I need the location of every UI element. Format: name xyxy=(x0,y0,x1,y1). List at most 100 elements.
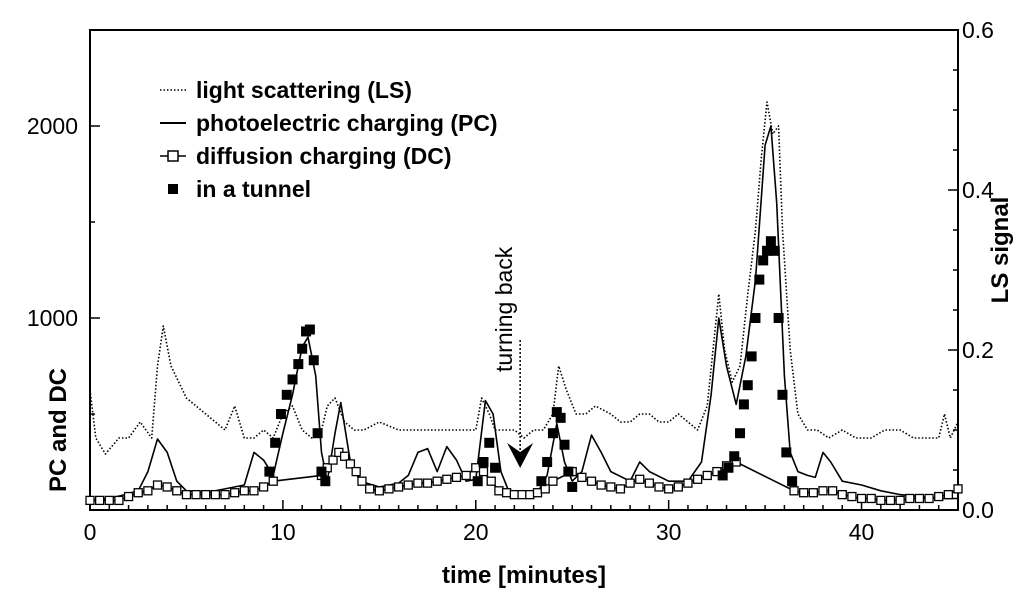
data-point xyxy=(239,486,249,496)
data-point xyxy=(143,486,153,496)
series-0 xyxy=(89,101,959,455)
data-point xyxy=(432,476,442,486)
data-point xyxy=(501,488,512,498)
data-point xyxy=(625,478,635,488)
y2-tick-label: 0.0 xyxy=(962,497,994,523)
data-point xyxy=(750,313,761,323)
data-point xyxy=(735,428,746,439)
data-point xyxy=(172,486,182,496)
y-axis-label: PC and DC xyxy=(45,368,72,492)
x-tick-label: 20 xyxy=(463,519,489,545)
data-point xyxy=(769,245,780,256)
series-layer xyxy=(85,101,963,506)
data-point xyxy=(304,324,315,335)
data-point xyxy=(551,407,562,418)
data-point xyxy=(943,489,954,500)
data-point xyxy=(451,472,462,483)
data-point xyxy=(799,488,809,498)
y2-axis-label: LS signal xyxy=(987,197,1014,304)
x-tick-label: 30 xyxy=(656,519,682,545)
data-point xyxy=(94,495,105,506)
legend-label: photoelectric charging (PC) xyxy=(196,110,498,136)
data-point xyxy=(559,439,570,450)
legend-label: light scattering (LS) xyxy=(196,77,412,103)
data-point xyxy=(577,472,587,483)
data-point xyxy=(758,255,769,266)
data-point xyxy=(114,495,124,506)
data-point xyxy=(308,355,319,366)
data-point xyxy=(104,495,114,506)
data-point xyxy=(181,489,192,500)
data-point xyxy=(478,457,489,467)
legend-item: light scattering (LS) xyxy=(160,77,412,103)
y2-tick-label: 0.4 xyxy=(962,177,994,203)
data-point xyxy=(297,343,308,354)
data-point xyxy=(532,488,543,498)
data-point xyxy=(567,481,578,492)
data-point xyxy=(258,482,269,492)
data-point xyxy=(442,474,452,484)
data-point xyxy=(422,478,433,488)
data-point xyxy=(905,493,915,504)
data-point xyxy=(635,474,645,484)
data-point xyxy=(606,482,616,492)
data-point xyxy=(876,495,886,506)
data-point xyxy=(692,474,703,484)
data-point xyxy=(201,489,211,500)
data-point xyxy=(393,482,404,492)
y-tick-label: 2000 xyxy=(27,113,78,139)
legend-label: in a tunnel xyxy=(196,176,311,202)
turning-back-label: turning back xyxy=(491,246,517,372)
data-point xyxy=(210,489,221,500)
series-2 xyxy=(85,447,963,506)
data-point xyxy=(847,491,857,502)
data-point xyxy=(914,493,925,504)
data-point xyxy=(339,451,350,461)
data-point xyxy=(644,478,655,488)
data-point xyxy=(293,359,304,370)
data-point xyxy=(787,476,798,487)
data-point xyxy=(345,459,356,469)
data-point xyxy=(654,482,664,492)
legend-item: in a tunnel xyxy=(168,176,311,202)
legend-label: diffusion charging (DC) xyxy=(196,143,452,169)
data-point xyxy=(287,374,298,385)
data-point xyxy=(365,484,375,494)
data-point xyxy=(664,484,674,494)
data-point xyxy=(953,484,963,494)
x-tick-label: 0 xyxy=(84,519,97,545)
data-point xyxy=(765,236,776,247)
legend-item: photoelectric charging (PC) xyxy=(160,110,498,136)
data-point xyxy=(312,428,323,439)
data-point xyxy=(789,486,799,496)
data-point xyxy=(548,476,558,486)
data-point xyxy=(123,491,134,502)
data-point xyxy=(717,470,728,481)
data-point xyxy=(547,428,558,439)
x-tick-label: 10 xyxy=(270,519,296,545)
data-point xyxy=(596,480,606,490)
data-point xyxy=(316,466,327,477)
data-point xyxy=(723,462,734,473)
data-point xyxy=(866,493,876,504)
data-point xyxy=(856,493,867,504)
x-axis-label: time [minutes] xyxy=(442,562,606,589)
data-point xyxy=(924,493,934,504)
data-point xyxy=(357,476,367,486)
data-point xyxy=(413,478,423,488)
data-point xyxy=(461,470,471,481)
x-tick-label: 40 xyxy=(849,519,875,545)
y-tick-label: 1000 xyxy=(27,305,78,331)
data-point xyxy=(384,484,394,494)
data-point xyxy=(517,489,527,500)
legend: light scattering (LS) photoelectric charg… xyxy=(160,77,498,202)
data-point xyxy=(320,476,331,487)
data-point xyxy=(754,274,765,285)
data-point xyxy=(742,380,753,391)
y2-tick-label: 0.2 xyxy=(962,337,994,363)
data-point xyxy=(220,489,230,500)
data-point xyxy=(837,489,847,500)
data-point xyxy=(781,447,792,458)
data-point xyxy=(773,313,784,323)
